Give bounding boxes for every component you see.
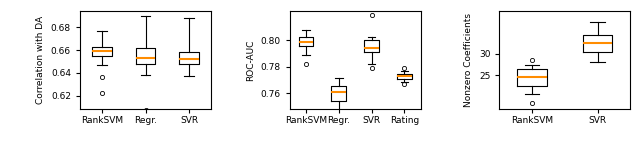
Y-axis label: Nonzero Coefficients: Nonzero Coefficients xyxy=(464,13,473,107)
Y-axis label: ROC-AUC: ROC-AUC xyxy=(246,40,255,81)
Y-axis label: Correlation with DA: Correlation with DA xyxy=(36,16,45,104)
